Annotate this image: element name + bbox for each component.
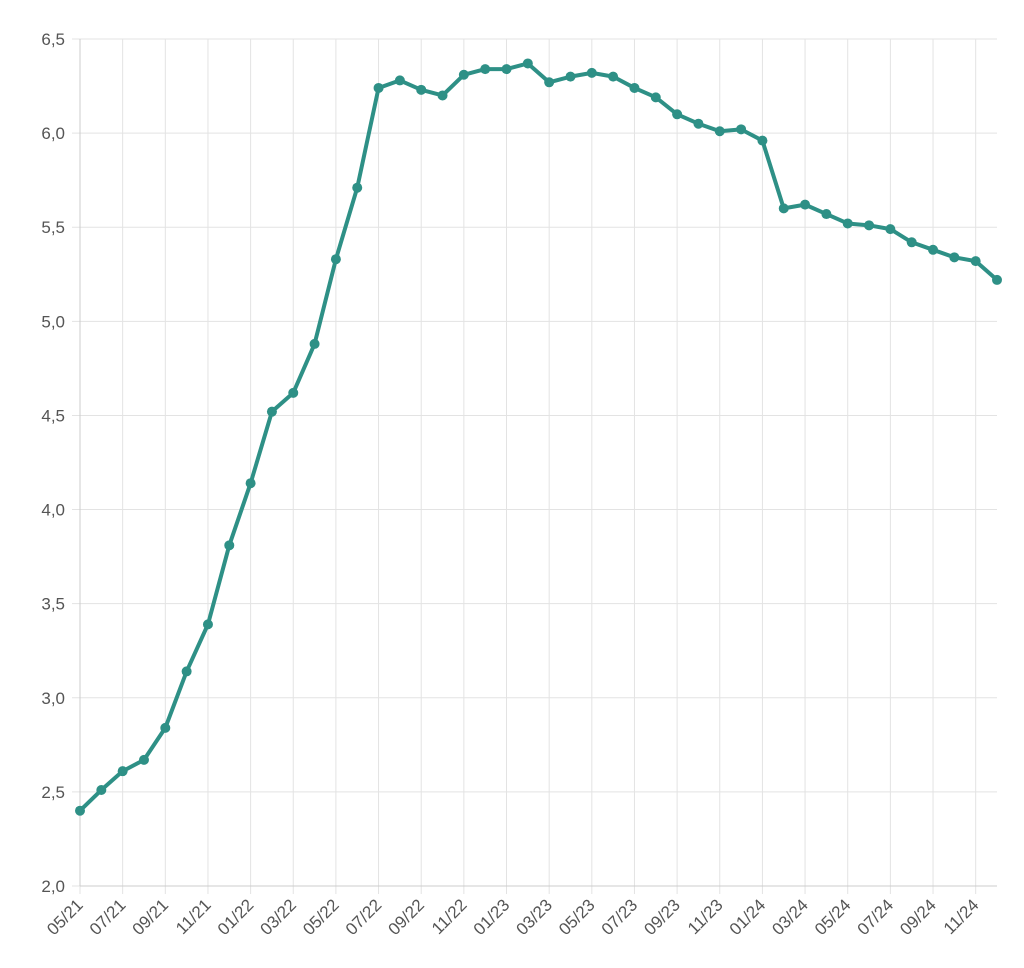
data-point (544, 77, 555, 88)
data-point (373, 82, 384, 93)
x-tick-label: 03/24 (768, 895, 812, 939)
y-tick-label: 3,5 (41, 595, 65, 614)
data-point (96, 785, 107, 796)
data-point (480, 64, 491, 75)
x-tick-label: 07/22 (342, 895, 386, 939)
x-tick-label: 11/23 (684, 895, 727, 938)
data-point (864, 220, 875, 231)
data-point (565, 71, 576, 82)
data-point (928, 244, 939, 255)
series-points (75, 58, 1002, 816)
data-point (629, 82, 640, 93)
data-point (160, 722, 171, 733)
x-tick-label: 07/24 (854, 895, 898, 939)
data-point (138, 754, 149, 765)
data-point (245, 478, 256, 489)
x-tick-label: 09/24 (896, 895, 940, 939)
x-tick-label: 11/22 (428, 895, 471, 938)
x-tick-label: 01/24 (726, 895, 770, 939)
data-point (117, 766, 128, 777)
y-tick-label: 3,0 (41, 689, 65, 708)
data-point (992, 274, 1002, 285)
data-point (949, 252, 960, 263)
data-point (330, 254, 341, 265)
data-point (288, 387, 299, 398)
data-point (437, 90, 448, 101)
x-tick-label: 05/23 (555, 895, 599, 939)
series-line (78, 61, 999, 813)
data-point (352, 182, 363, 193)
x-tick-label: 09/23 (640, 895, 684, 939)
data-point (608, 71, 619, 82)
data-point (266, 406, 277, 417)
data-point (842, 218, 853, 229)
x-tick-label: 07/23 (598, 895, 642, 939)
y-tick-label: 2,5 (41, 783, 65, 802)
y-tick-label: 5,0 (41, 312, 65, 331)
data-point (970, 256, 981, 267)
x-tick-label: 01/22 (214, 895, 258, 939)
data-point (458, 69, 469, 80)
x-tick-label: 05/22 (299, 895, 343, 939)
x-tick-label: 11/24 (940, 895, 983, 938)
data-point (906, 237, 917, 248)
data-point (800, 199, 811, 210)
data-point (757, 135, 768, 146)
data-point (821, 209, 832, 220)
data-point (672, 109, 683, 120)
x-tick-label: 11/21 (172, 895, 215, 938)
y-tick-label: 4,0 (41, 501, 65, 520)
x-tick-label: 07/21 (86, 895, 130, 939)
data-point (309, 338, 320, 349)
vertical-gridlines (79, 39, 977, 894)
y-tick-label: 5,5 (41, 218, 65, 237)
y-axis-tick-labels: 2,0 2,5 3,0 3,5 4,0 4,5 5,0 5,5 6,0 6,5 (41, 30, 65, 896)
data-point (885, 224, 896, 235)
y-tick-label: 6,0 (41, 124, 65, 143)
y-tick-label: 2,0 (41, 877, 65, 896)
data-point (714, 126, 725, 137)
data-point (736, 124, 747, 135)
y-tick-label: 4,5 (41, 406, 65, 425)
data-point (501, 64, 512, 75)
horizontal-gridlines (72, 38, 997, 887)
data-point (693, 118, 704, 129)
x-tick-label: 03/22 (257, 895, 301, 939)
data-point (416, 84, 427, 95)
data-point (586, 67, 597, 78)
y-tick-label: 6,5 (41, 30, 65, 49)
x-tick-label: 05/21 (43, 895, 87, 939)
x-tick-label: 09/21 (129, 895, 173, 939)
data-point (75, 805, 85, 816)
x-axis-tick-labels: 05/21 07/21 09/21 11/21 01/22 03/22 05/22 07/22… (43, 895, 982, 939)
x-tick-label: 01/23 (470, 895, 514, 939)
data-point (224, 540, 235, 551)
data-point (181, 666, 192, 677)
data-point (202, 619, 213, 630)
x-tick-label: 05/24 (811, 895, 855, 939)
data-point (394, 75, 405, 86)
data-point (522, 58, 533, 69)
data-point (650, 92, 661, 103)
data-point (778, 203, 789, 214)
x-tick-label: 03/23 (512, 895, 556, 939)
x-tick-label: 09/22 (385, 895, 429, 939)
